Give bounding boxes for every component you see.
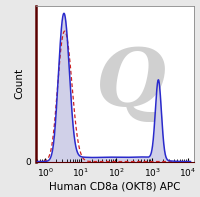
Text: Q: Q [96, 45, 166, 123]
Y-axis label: Count: Count [14, 68, 24, 99]
X-axis label: Human CD8a (OKT8) APC: Human CD8a (OKT8) APC [49, 182, 181, 191]
